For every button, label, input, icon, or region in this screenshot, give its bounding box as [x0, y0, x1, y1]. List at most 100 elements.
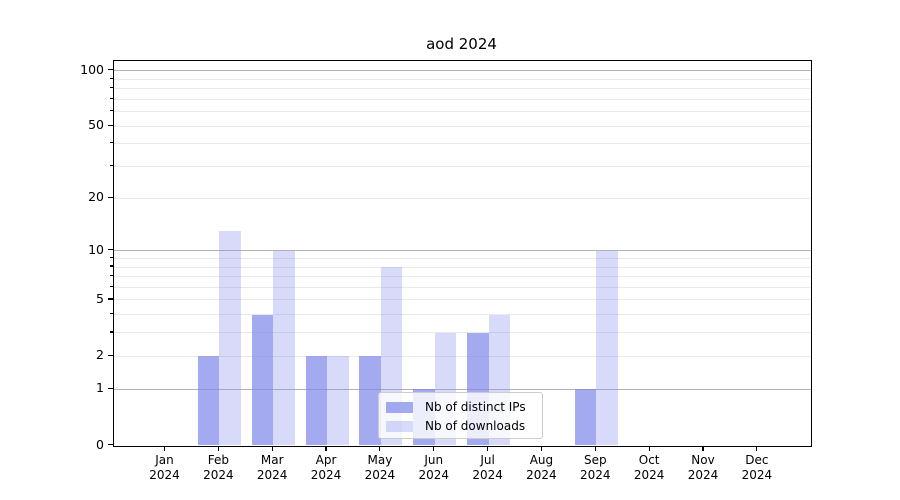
x-label-month: Dec — [745, 453, 769, 467]
y-tick-label-5: 5 — [96, 290, 104, 306]
y-tick-label-50: 50 — [88, 117, 104, 133]
x-label-month: Jul — [480, 453, 495, 467]
bar-downloads-sep — [596, 250, 618, 446]
bar-distinct-ips-apr — [305, 356, 328, 446]
gridline-minor-70 — [114, 98, 811, 100]
bar-distinct-ips-sep — [574, 389, 597, 446]
x-tick-label-nov: Nov 2024 — [671, 453, 735, 482]
x-label-year: 2024 — [633, 467, 665, 482]
x-tick-jan — [163, 445, 166, 451]
x-tick-jun — [433, 445, 435, 451]
y-tick-5 — [107, 298, 113, 300]
x-tick-label-aug: Aug 2024 — [509, 453, 573, 482]
y-tick-10 — [107, 249, 113, 251]
x-label-month: Jan — [155, 453, 174, 467]
x-label-year: 2024 — [472, 467, 503, 482]
y-tick-0 — [107, 443, 113, 446]
x-tick-label-jun: Jun 2024 — [402, 453, 466, 482]
y-tick-label-10: 10 — [88, 241, 104, 257]
y-minor-tick-4 — [110, 313, 113, 315]
x-tick-may — [379, 445, 381, 451]
x-tick-label-feb: Feb 2024 — [186, 453, 250, 482]
x-tick-apr — [325, 445, 327, 451]
bar-downloads-feb — [219, 231, 241, 446]
x-label-year: 2024 — [149, 467, 180, 482]
x-tick-feb — [217, 445, 219, 451]
legend-swatch-distinct-ips — [386, 401, 413, 413]
x-label-year: 2024 — [741, 467, 773, 482]
legend-swatch-downloads — [386, 420, 413, 432]
gridline-minor-90 — [114, 78, 811, 80]
y-tick-100 — [107, 69, 113, 71]
legend-label-distinct-ips: Nb of distinct IPs — [425, 400, 526, 414]
plot-area — [113, 60, 812, 447]
x-label-month: Oct — [638, 453, 660, 467]
gridline-minor-4 — [114, 314, 811, 316]
y-tick-2 — [107, 354, 113, 356]
gridline-minor-3 — [114, 332, 811, 334]
x-tick-dec — [756, 445, 758, 451]
x-label-year: 2024 — [364, 467, 396, 482]
y-tick-label-100: 100 — [80, 61, 104, 77]
y-minor-tick-7 — [110, 275, 113, 277]
x-tick-label-oct: Oct 2024 — [617, 453, 681, 482]
y-minor-tick-9 — [110, 256, 113, 259]
y-tick-label-20: 20 — [88, 189, 104, 205]
x-tick-mar — [271, 445, 273, 451]
y-minor-tick-60 — [110, 110, 113, 112]
x-tick-aug — [540, 445, 543, 451]
y-minor-tick-40 — [110, 142, 113, 144]
y-minor-tick-80 — [110, 87, 113, 89]
gridline-minor-30 — [114, 166, 811, 168]
x-label-month: Feb — [207, 453, 229, 467]
x-tick-nov — [702, 445, 704, 451]
legend-item-distinct-ips: Nb of distinct IPs — [379, 398, 542, 417]
x-label-month: May — [367, 453, 393, 467]
gridline-minor-80 — [114, 88, 811, 90]
gridline-minor-2 — [114, 355, 811, 357]
legend-item-downloads: Nb of downloads — [379, 417, 542, 436]
y-tick-label-1: 1 — [96, 380, 104, 396]
y-minor-tick-90 — [110, 77, 113, 79]
x-label-month: Aug — [529, 453, 554, 467]
x-tick-label-apr: Apr 2024 — [294, 453, 358, 482]
gridline-minor-40 — [114, 143, 811, 145]
x-tick-label-may: May 2024 — [348, 453, 412, 482]
y-minor-tick-6 — [110, 285, 113, 288]
x-tick-label-jul: Jul 2024 — [456, 453, 520, 482]
x-label-month: Nov — [691, 453, 715, 467]
x-label-month: Sep — [583, 453, 607, 467]
gridline-minor-6 — [114, 286, 811, 288]
y-tick-20 — [107, 196, 113, 198]
gridline-minor-5 — [114, 299, 811, 301]
chart-title: aod 2024 — [426, 35, 497, 53]
y-tick-label-0: 0 — [96, 436, 104, 452]
x-label-month: Jun — [424, 453, 444, 467]
gridline-minor-9 — [114, 258, 811, 259]
y-minor-tick-8 — [110, 265, 113, 267]
gridline-minor-7 — [114, 276, 811, 278]
x-tick-jul — [487, 445, 489, 451]
x-label-year: 2024 — [687, 467, 719, 482]
x-tick-sep — [594, 445, 596, 451]
x-tick-label-sep: Sep 2024 — [563, 453, 627, 482]
x-tick-label-dec: Dec 2024 — [725, 453, 789, 482]
bar-distinct-ips-mar — [251, 314, 274, 446]
x-tick-oct — [648, 445, 650, 451]
x-label-month: Apr — [315, 453, 337, 467]
y-tick-50 — [107, 124, 113, 126]
x-label-year: 2024 — [526, 467, 557, 482]
gridline-major-100 — [114, 70, 811, 72]
y-minor-tick-3 — [110, 331, 113, 333]
gridline-minor-8 — [114, 266, 811, 268]
legend: Nb of distinct IPs Nb of downloads — [378, 391, 543, 439]
gridline-major-1 — [114, 388, 811, 390]
x-label-year: 2024 — [256, 467, 288, 482]
bar-distinct-ips-feb — [197, 356, 220, 446]
x-label-month: Mar — [260, 453, 284, 467]
y-minor-tick-70 — [110, 97, 113, 99]
y-tick-label-2: 2 — [96, 347, 104, 363]
gridline-minor-50 — [114, 125, 811, 127]
x-label-year: 2024 — [418, 467, 450, 482]
